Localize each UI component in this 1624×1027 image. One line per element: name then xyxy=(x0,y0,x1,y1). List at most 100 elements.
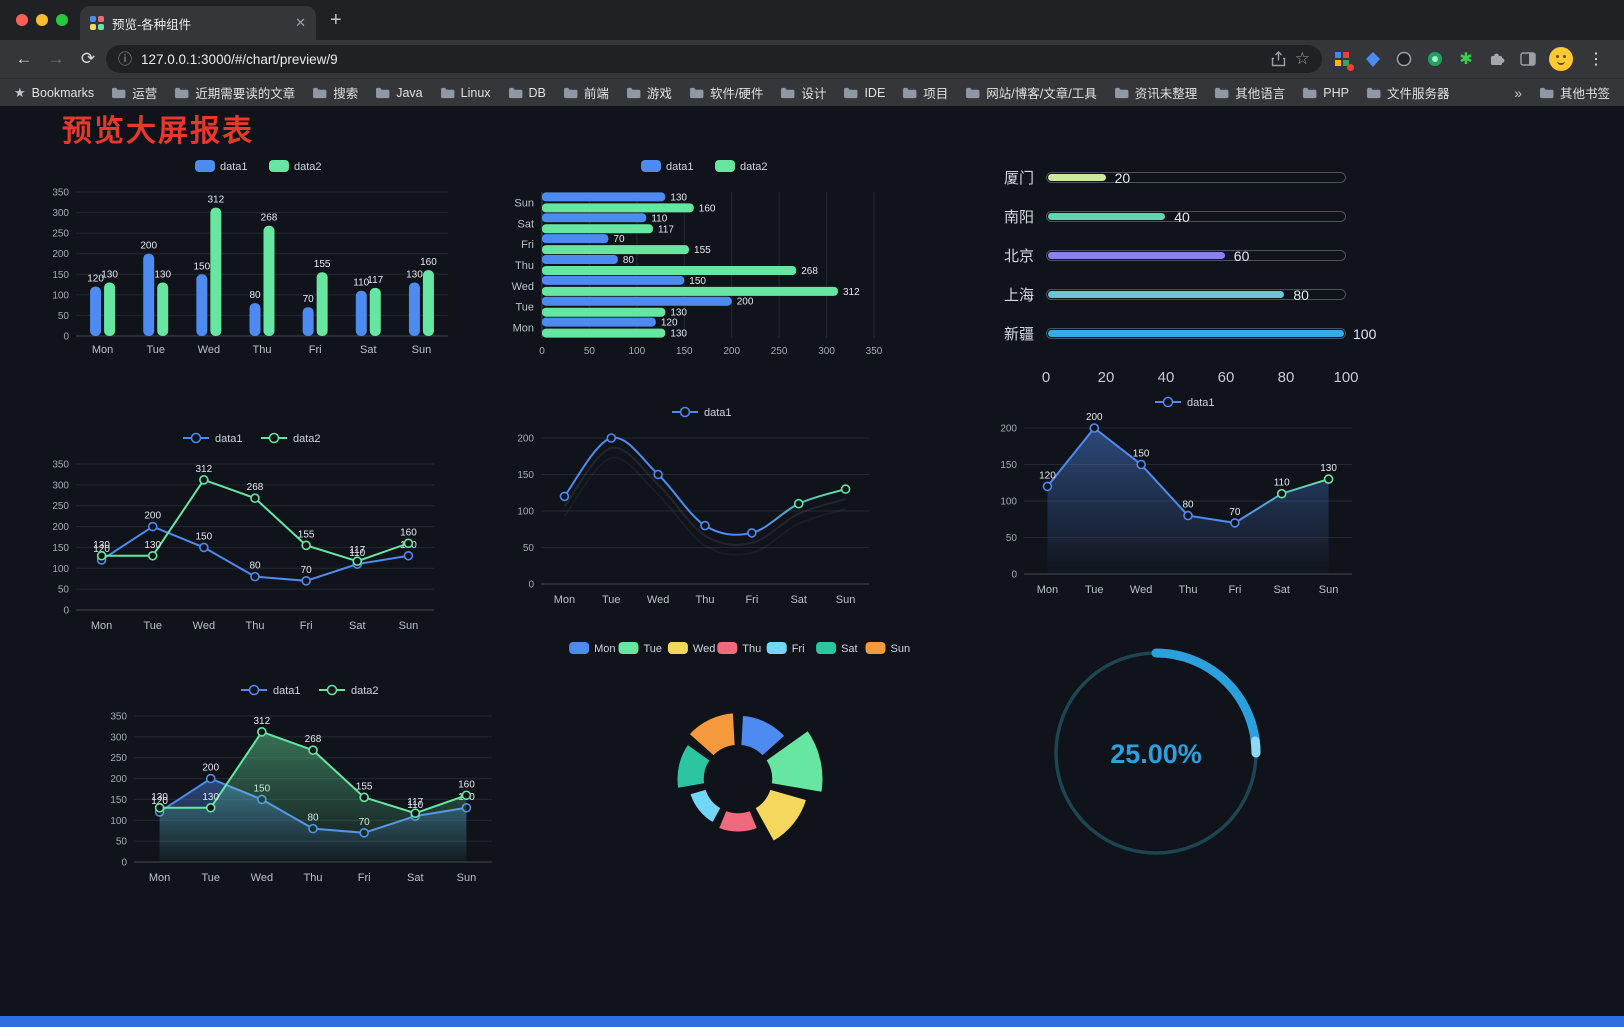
zoom-window-button[interactable] xyxy=(56,14,68,26)
progress-fill xyxy=(1048,174,1106,181)
window-controls xyxy=(0,14,86,26)
back-button[interactable]: ← xyxy=(15,49,33,68)
svg-text:150: 150 xyxy=(196,531,213,542)
minimize-window-button[interactable] xyxy=(36,14,48,26)
svg-text:200: 200 xyxy=(1000,424,1017,435)
svg-text:130: 130 xyxy=(154,270,171,281)
svg-text:0: 0 xyxy=(121,858,127,869)
extension-icon-4[interactable] xyxy=(1425,49,1445,69)
bookmark-folder[interactable]: 游戏 xyxy=(626,83,672,102)
svg-text:130: 130 xyxy=(144,540,161,551)
progress-row: 厦门 20 xyxy=(978,158,1346,197)
sidebar-panel-icon[interactable] xyxy=(1518,49,1538,69)
profile-avatar[interactable] xyxy=(1549,47,1573,71)
reload-button[interactable]: ⟳ xyxy=(80,49,96,68)
tab-close-icon[interactable]: ✕ xyxy=(295,15,306,30)
svg-text:Wed: Wed xyxy=(647,594,669,606)
bookmark-folder[interactable]: 项目 xyxy=(902,83,948,102)
svg-text:Sat: Sat xyxy=(360,344,377,356)
folder-icon xyxy=(781,87,795,98)
svg-text:Tue: Tue xyxy=(644,643,663,655)
bookmarks-overflow-chevron[interactable]: » xyxy=(1514,84,1522,101)
svg-text:Wed: Wed xyxy=(1130,584,1152,596)
bookmark-folder[interactable]: 设计 xyxy=(780,83,826,102)
bookmark-folder[interactable]: 网站/博客/文章/工具 xyxy=(965,83,1097,102)
gauge-svg: 25.00% xyxy=(1054,648,1261,855)
extension-icon-1[interactable] xyxy=(1332,49,1354,71)
extension-icon-3[interactable] xyxy=(1394,49,1414,69)
progress-axis: 0 20 40 60 80 100 xyxy=(1042,365,1359,391)
svg-text:Mon: Mon xyxy=(92,344,113,356)
bookmark-folder[interactable]: 前端 xyxy=(563,83,609,102)
svg-text:data1: data1 xyxy=(220,161,248,173)
svg-text:data1: data1 xyxy=(1187,397,1215,409)
svg-text:data1: data1 xyxy=(215,433,243,445)
browser-menu-icon[interactable]: ⋮ xyxy=(1588,51,1604,68)
city-label: 新疆 xyxy=(1003,326,1034,343)
bookmark-star-icon[interactable]: ☆ xyxy=(1294,49,1310,68)
extension-icon-5[interactable]: ✱ xyxy=(1459,51,1473,68)
bookmark-folder[interactable]: 近期需要读的文章 xyxy=(174,83,295,102)
svg-text:Mon: Mon xyxy=(513,323,534,335)
address-bar[interactable]: ⓘ 127.0.0.1:3000/#/chart/preview/9 ☆ xyxy=(106,45,1322,73)
svg-text:Thu: Thu xyxy=(742,643,761,655)
bar-vertical-svg: data1 data2 0 50 100 150 200 250 300 350 120 200 150… xyxy=(52,160,448,356)
svg-text:110: 110 xyxy=(349,548,365,559)
chart-line-gradient: data1 0 50 100 150 200 Mon Tue Wed Thu Fri Sat Sun xyxy=(495,398,885,630)
folder-icon xyxy=(112,87,126,98)
bookmark-folder[interactable]: Linux xyxy=(440,86,491,100)
progress-track: 40 xyxy=(1046,209,1346,225)
svg-text:Fri: Fri xyxy=(358,872,371,884)
svg-text:300: 300 xyxy=(110,732,127,743)
svg-text:350: 350 xyxy=(52,188,69,199)
close-window-button[interactable] xyxy=(16,14,28,26)
svg-text:25.00%: 25.00% xyxy=(1110,739,1202,769)
forward-button[interactable]: → xyxy=(47,49,65,68)
folder-icon xyxy=(903,87,917,98)
svg-text:100: 100 xyxy=(52,290,69,301)
new-tab-button[interactable]: + xyxy=(330,9,342,31)
progress-value: 100 xyxy=(1353,325,1377,342)
axis-tick: 100 xyxy=(1333,369,1359,386)
folder-icon xyxy=(626,87,641,98)
bookmark-folder[interactable]: IDE xyxy=(843,86,885,100)
bookmark-folder-label: Linux xyxy=(460,85,491,100)
svg-text:data2: data2 xyxy=(351,685,379,697)
bookmark-folder[interactable]: 其他语言 xyxy=(1214,83,1285,102)
svg-text:0: 0 xyxy=(528,580,534,591)
bookmark-folder[interactable]: 文件服务器 xyxy=(1366,83,1449,102)
svg-text:160: 160 xyxy=(458,779,475,790)
bookmark-folder[interactable]: Java xyxy=(375,86,423,100)
bookmark-folder[interactable]: DB xyxy=(508,86,546,100)
svg-text:Mon: Mon xyxy=(149,872,170,884)
svg-text:Fri: Fri xyxy=(300,620,313,632)
folder-icon xyxy=(1215,87,1229,98)
svg-text:200: 200 xyxy=(110,774,127,785)
url-text[interactable]: 127.0.0.1:3000/#/chart/preview/9 xyxy=(141,51,338,67)
svg-text:350: 350 xyxy=(52,460,69,471)
bookmark-folder[interactable]: 资讯未整理 xyxy=(1114,83,1197,102)
bookmark-folder-label: 其他语言 xyxy=(1235,87,1286,101)
svg-text:100: 100 xyxy=(52,564,69,575)
svg-text:130: 130 xyxy=(1320,463,1337,474)
bookmark-folder-label: 游戏 xyxy=(646,87,672,101)
svg-text:Fri: Fri xyxy=(745,594,758,606)
bookmarks-root[interactable]: ★ Bookmarks xyxy=(14,85,94,101)
bookmark-folder-label: 运营 xyxy=(132,87,158,101)
folder-icon xyxy=(313,87,327,98)
share-icon[interactable] xyxy=(1271,51,1286,67)
bookmark-folder[interactable]: 运营 xyxy=(111,83,157,102)
bookmark-folder[interactable]: 软件/硬件 xyxy=(689,83,763,102)
extensions-puzzle-icon[interactable] xyxy=(1487,49,1507,69)
browser-tab[interactable]: 预览-各种组件 ✕ xyxy=(80,6,316,40)
svg-text:Tue: Tue xyxy=(146,344,165,356)
city-label: 北京 xyxy=(1003,248,1034,265)
progress-row: 新疆 100 xyxy=(978,314,1376,353)
bookmark-folder[interactable]: 搜索 xyxy=(312,83,358,102)
other-bookmarks[interactable]: 其他书签 xyxy=(1539,83,1610,102)
extension-icon-2[interactable] xyxy=(1363,49,1383,69)
site-info-icon[interactable]: ⓘ xyxy=(118,51,132,67)
svg-text:data2: data2 xyxy=(293,433,321,445)
svg-text:120: 120 xyxy=(87,274,104,285)
bookmark-folder[interactable]: PHP xyxy=(1302,86,1349,100)
